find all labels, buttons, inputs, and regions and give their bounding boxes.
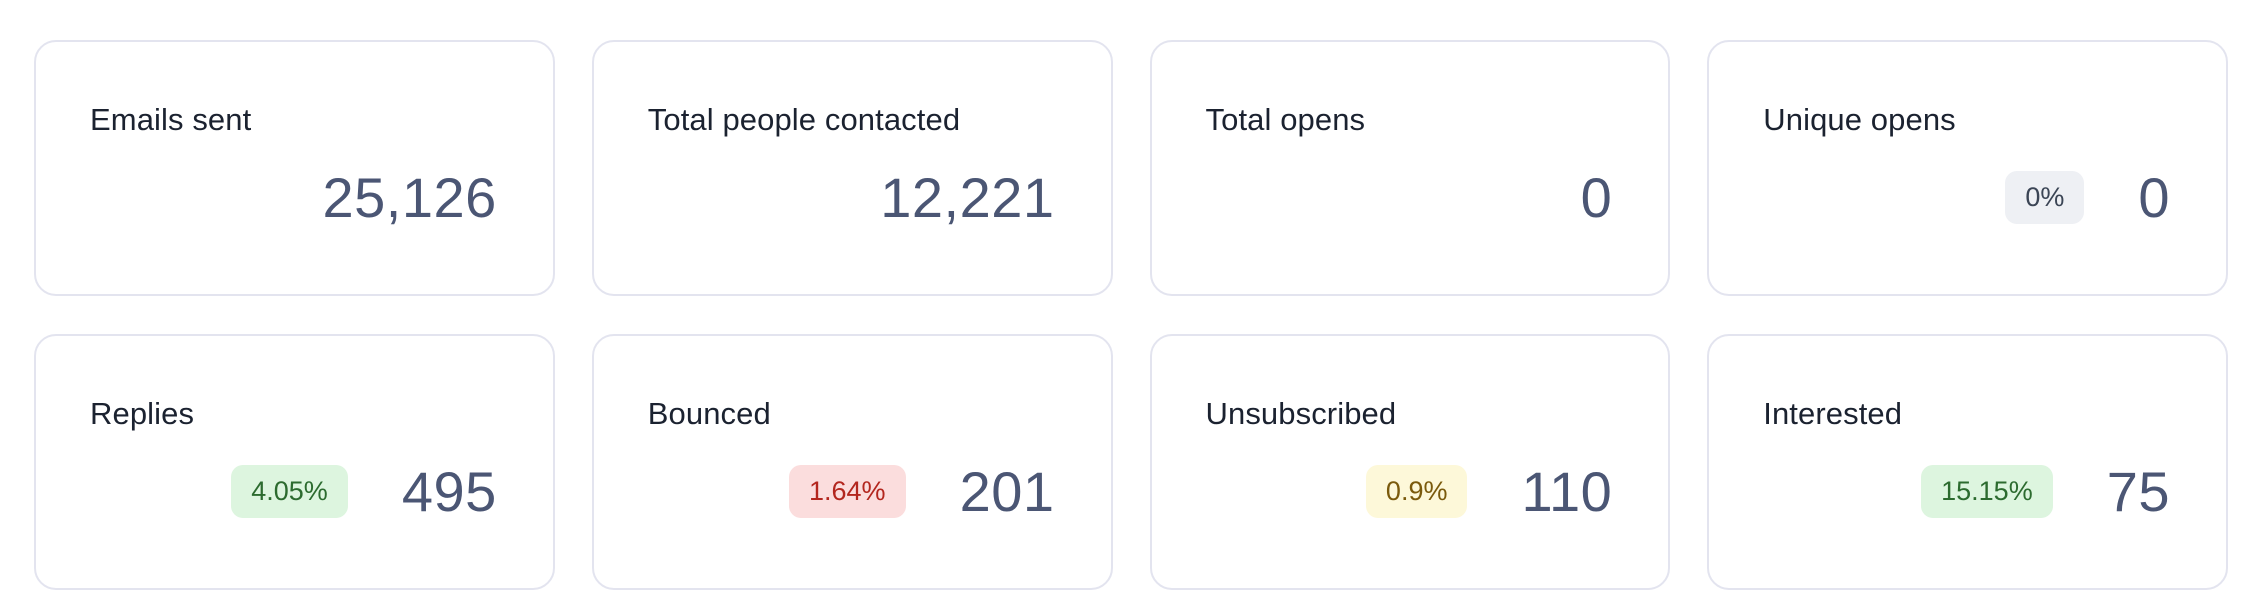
stat-value: 201 [959, 459, 1055, 523]
stat-value-row: 0.9% 110 [1365, 458, 1613, 524]
stat-value-row: 0% 0 [2005, 164, 2170, 230]
stat-title: Emails sent [90, 102, 252, 137]
stat-value-row: 4.05% 495 [231, 458, 497, 524]
stat-card-total-people-contacted: Total people contacted 12,221 [591, 40, 1113, 296]
stat-card-bounced: Bounced 1.64% 201 [591, 334, 1113, 590]
stat-title: Replies [90, 396, 195, 431]
stat-value: 0 [1580, 165, 1613, 229]
stat-card-unique-opens: Unique opens 0% 0 [1707, 40, 2228, 296]
percentage-badge: 4.05% [231, 464, 348, 518]
stats-grid: Emails sent 25,126 Total people contacte… [34, 40, 2228, 590]
stat-card-replies: Replies 4.05% 495 [34, 334, 555, 590]
stat-value: 25,126 [322, 165, 497, 229]
percentage-badge: 0.9% [1365, 464, 1468, 518]
stat-value: 0 [2138, 165, 2170, 229]
stat-value-row: 15.15% 75 [1921, 458, 2170, 524]
stat-value: 110 [1521, 459, 1613, 523]
stat-title: Unique opens [1763, 102, 1956, 137]
stat-card-unsubscribed: Unsubscribed 0.9% 110 [1149, 334, 1671, 590]
percentage-badge: 15.15% [1921, 464, 2053, 518]
stat-title: Total opens [1205, 102, 1366, 137]
stat-card-total-opens: Total opens 0 [1149, 40, 1671, 296]
stat-value-row: 25,126 [322, 164, 496, 230]
stat-value-row: 1.64% 201 [789, 458, 1055, 524]
stat-card-interested: Interested 15.15% 75 [1707, 334, 2228, 590]
stat-title: Unsubscribed [1205, 396, 1397, 431]
stat-value: 495 [401, 459, 497, 523]
stat-value-row: 12,221 [880, 164, 1054, 230]
percentage-badge: 0% [2005, 170, 2085, 224]
stat-value: 75 [2106, 459, 2170, 523]
percentage-badge: 1.64% [789, 464, 906, 518]
stat-card-emails-sent: Emails sent 25,126 [34, 40, 555, 296]
stat-value-row: 0 [1581, 164, 1613, 230]
stat-title: Interested [1763, 396, 1903, 431]
stat-title: Bounced [647, 396, 771, 431]
stat-title: Total people contacted [647, 102, 961, 137]
stat-value: 12,221 [880, 165, 1055, 229]
